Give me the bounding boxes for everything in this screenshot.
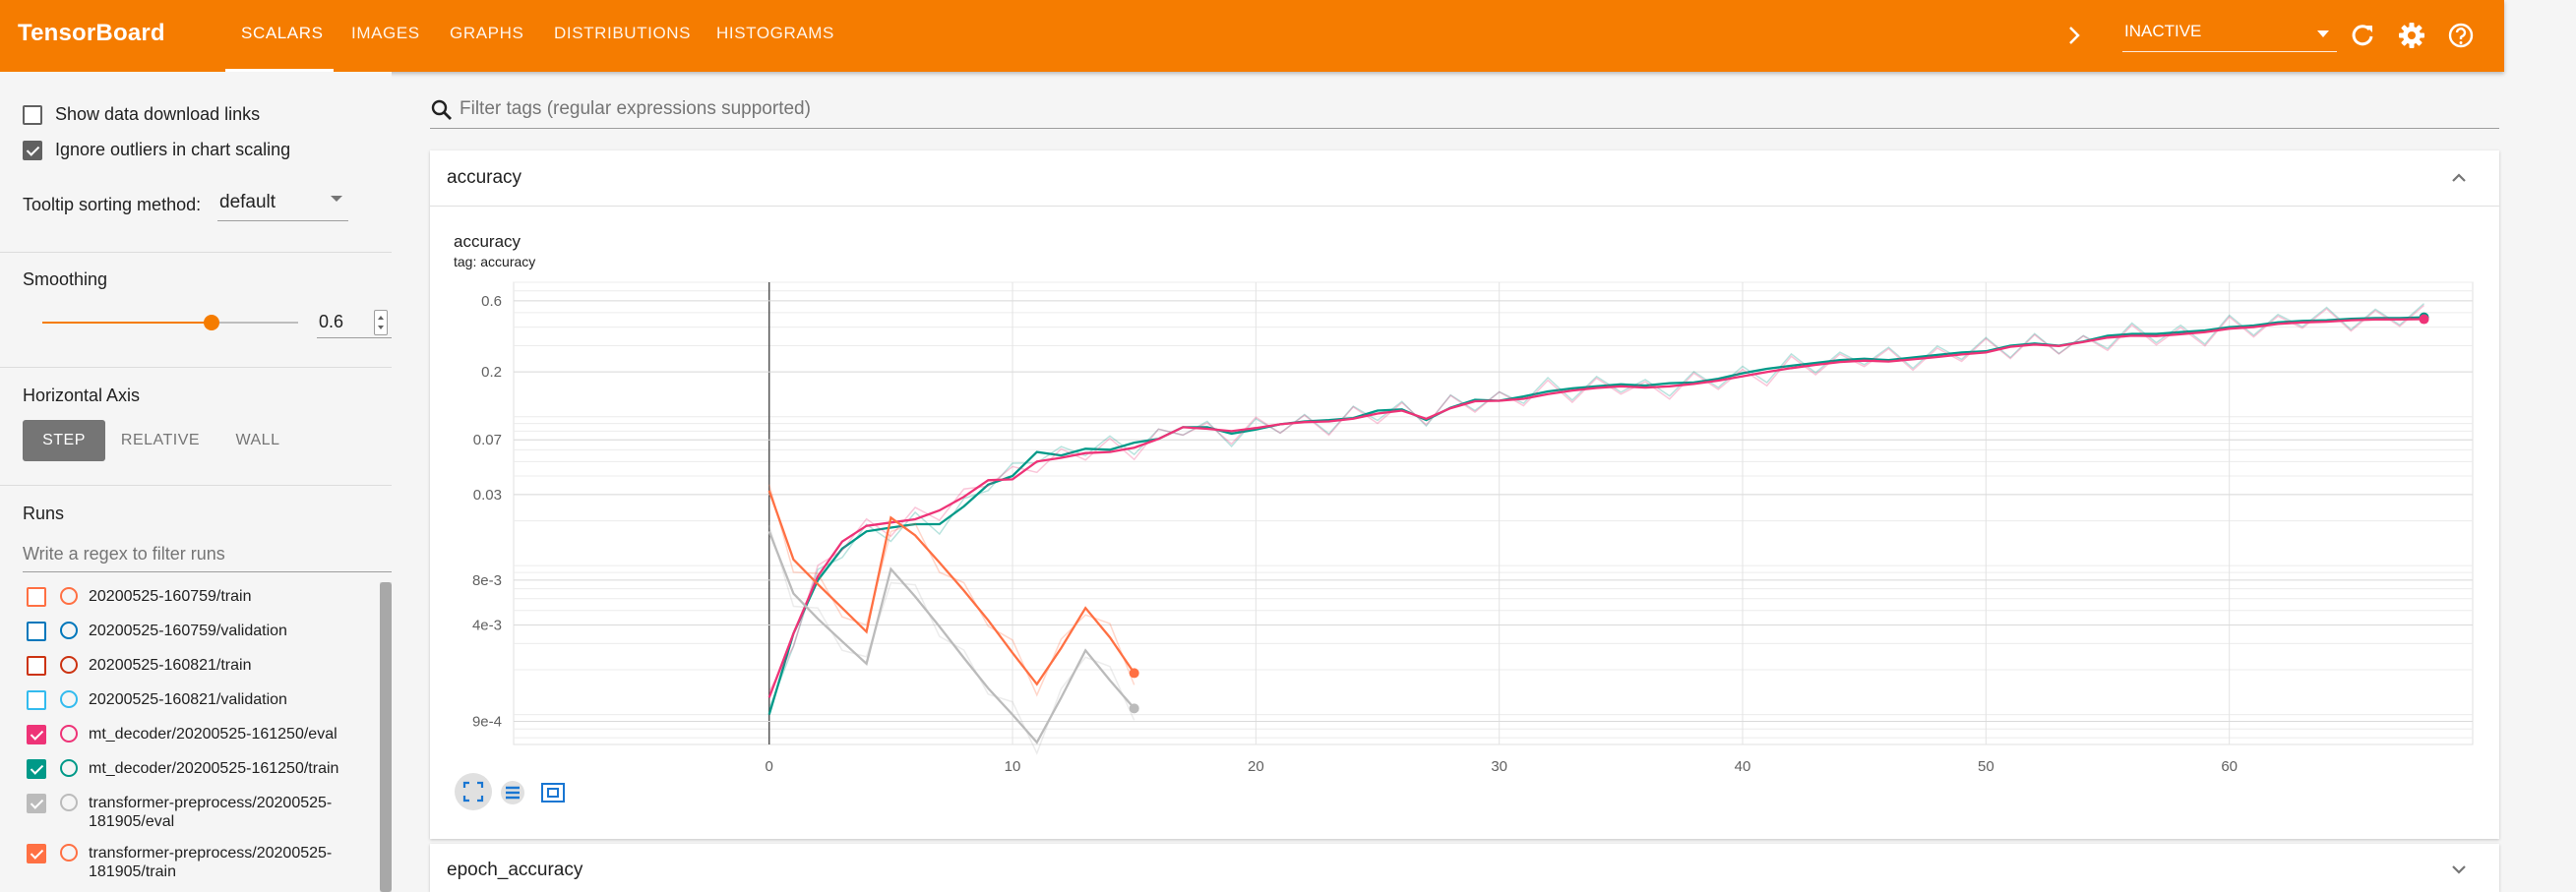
spinner-icon[interactable] bbox=[374, 310, 388, 335]
toggle-log-scale-button[interactable] bbox=[540, 781, 566, 804]
card-epoch-accuracy[interactable]: epoch_accuracy bbox=[430, 844, 2499, 892]
smoothing-value: 0.6 bbox=[319, 312, 344, 331]
run-name: mt_decoder/20200525-161250/train bbox=[89, 760, 339, 777]
run-color-circle bbox=[60, 794, 78, 811]
app-title: TensorBoard bbox=[18, 20, 165, 46]
slider-thumb[interactable] bbox=[204, 315, 219, 330]
run-checkbox[interactable] bbox=[27, 794, 46, 813]
fit-domain-button[interactable] bbox=[455, 773, 492, 810]
run-name: transformer-preprocess/20200525-181905/t… bbox=[89, 845, 333, 880]
run-checkbox[interactable] bbox=[27, 622, 46, 641]
horizontal-axis-label: Horizontal Axis bbox=[23, 386, 141, 405]
run-color-circle bbox=[60, 587, 78, 605]
divider bbox=[0, 367, 392, 368]
axis-step-button[interactable]: STEP bbox=[23, 420, 105, 461]
chevron-down-icon[interactable] bbox=[2448, 859, 2470, 880]
tooltip-sorting-label: Tooltip sorting method: bbox=[23, 195, 202, 214]
tab-histograms[interactable]: HISTOGRAMS bbox=[716, 24, 834, 42]
runs-scrollbar-thumb[interactable] bbox=[380, 582, 392, 892]
checkbox-label: Ignore outliers in chart scaling bbox=[55, 140, 291, 159]
run-name: 20200525-160821/train bbox=[89, 657, 252, 674]
run-name: transformer-preprocess/20200525-181905/e… bbox=[89, 795, 333, 830]
caret-down-icon bbox=[331, 196, 342, 202]
checkbox-box[interactable] bbox=[23, 141, 42, 160]
data-table-button[interactable] bbox=[500, 781, 525, 804]
run-checkbox[interactable] bbox=[27, 844, 46, 863]
card-accuracy: accuracy bbox=[430, 150, 2499, 839]
axis-relative-button[interactable]: RELATIVE bbox=[120, 432, 201, 448]
smoothing-slider[interactable] bbox=[42, 315, 298, 330]
tooltip-sorting-value: default bbox=[219, 192, 276, 212]
chart-title: accuracy bbox=[454, 232, 521, 251]
refresh-icon[interactable] bbox=[2345, 18, 2380, 53]
checkbox-box[interactable] bbox=[23, 105, 42, 125]
run-color-circle bbox=[60, 725, 78, 743]
tooltip-sorting-select[interactable]: default bbox=[217, 185, 348, 221]
card-title: epoch_accuracy bbox=[447, 860, 583, 880]
filter-tags-placeholder: Filter tags (regular expressions support… bbox=[460, 98, 811, 119]
search-icon bbox=[431, 99, 452, 120]
tab-graphs[interactable]: GRAPHS bbox=[450, 24, 524, 42]
sidebar: Show data download links Ignore outliers… bbox=[0, 72, 392, 892]
tab-images[interactable]: IMAGES bbox=[351, 24, 420, 42]
divider bbox=[0, 485, 392, 486]
checkbox-label: Show data download links bbox=[55, 104, 261, 124]
run-color-circle bbox=[60, 656, 78, 674]
smoothing-label: Smoothing bbox=[23, 269, 108, 289]
runs-label: Runs bbox=[23, 504, 65, 523]
runs-filter-placeholder: Write a regex to filter runs bbox=[23, 544, 225, 564]
run-checkbox[interactable] bbox=[27, 656, 46, 676]
card-title: accuracy bbox=[447, 167, 522, 188]
run-checkbox[interactable] bbox=[27, 587, 46, 607]
run-color-circle bbox=[60, 759, 78, 777]
tab-distributions[interactable]: DISTRIBUTIONS bbox=[554, 24, 692, 42]
run-checkbox[interactable] bbox=[27, 759, 46, 779]
caret-down-icon bbox=[2317, 30, 2329, 37]
run-checkbox[interactable] bbox=[27, 690, 46, 710]
card-header[interactable]: accuracy bbox=[430, 150, 2499, 207]
tab-scalars[interactable]: SCALARS bbox=[225, 0, 334, 72]
toggle-log-scale-icon bbox=[541, 783, 565, 803]
help-icon[interactable] bbox=[2443, 18, 2479, 53]
run-checkbox[interactable] bbox=[27, 725, 46, 744]
chevron-right-icon[interactable] bbox=[2056, 18, 2092, 53]
runs-filter-input[interactable]: Write a regex to filter runs bbox=[23, 538, 392, 572]
run-color-circle bbox=[60, 690, 78, 708]
chart-subtitle: tag: accuracy bbox=[454, 254, 536, 269]
run-name: mt_decoder/20200525-161250/eval bbox=[89, 726, 337, 743]
divider bbox=[0, 252, 392, 253]
run-name: 20200525-160759/train bbox=[89, 588, 252, 605]
plugin-select-value: INACTIVE bbox=[2124, 22, 2202, 40]
settings-icon[interactable] bbox=[2394, 18, 2429, 53]
data-table-icon bbox=[501, 781, 524, 804]
run-color-circle bbox=[60, 844, 78, 862]
run-name: 20200525-160759/validation bbox=[89, 623, 287, 639]
run-color-circle bbox=[60, 622, 78, 639]
fit-domain-icon bbox=[462, 781, 484, 803]
chevron-up-icon[interactable] bbox=[2448, 167, 2470, 189]
slider-fill bbox=[42, 322, 210, 324]
axis-wall-button[interactable]: WALL bbox=[235, 432, 280, 448]
plugin-select[interactable]: INACTIVE bbox=[2122, 14, 2337, 52]
filter-tags-input[interactable]: Filter tags (regular expressions support… bbox=[430, 90, 2499, 129]
smoothing-input[interactable]: 0.6 bbox=[317, 306, 392, 338]
top-app-bar: TensorBoard SCALARS IMAGES GRAPHS DISTRI… bbox=[0, 0, 2504, 72]
run-name: 20200525-160821/validation bbox=[89, 691, 287, 708]
